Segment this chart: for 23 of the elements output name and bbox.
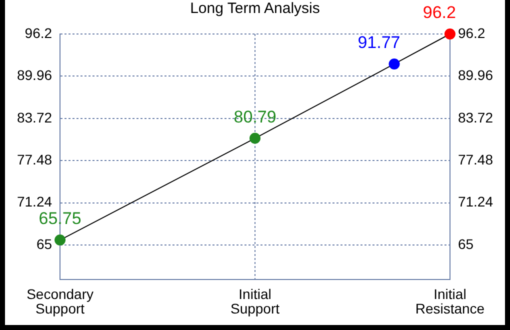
y-tick-label: 77.48 <box>16 152 52 168</box>
data-label: 80.79 <box>234 107 276 126</box>
x-tick-label: Initial Support <box>230 286 280 317</box>
y2-tick-label: 96.2 <box>458 24 486 41</box>
y-tick-label: 83.72 <box>16 109 52 126</box>
y2-tick-label: 77.48 <box>458 152 494 168</box>
y2-tick-label: 89.96 <box>458 67 494 84</box>
y-tick-label: 89.96 <box>16 67 52 84</box>
data-label: 91.77 <box>358 33 400 52</box>
y2-tick-label: 65 <box>458 236 474 252</box>
point <box>388 58 400 70</box>
y-tick-label: 65 <box>36 236 52 252</box>
chart-title: Long Term Analysis <box>190 0 320 17</box>
point <box>250 132 260 144</box>
point <box>444 28 456 40</box>
y-tick-label: 96.2 <box>24 24 52 41</box>
y-tick-label: 71.24 <box>16 194 52 210</box>
point <box>54 234 66 246</box>
x-tick-label: Initial Resistance <box>415 286 485 317</box>
y2-tick-label: 83.72 <box>458 109 494 126</box>
y2-tick-label: 71.24 <box>458 194 494 210</box>
data-label: 96.2 <box>422 3 456 22</box>
x-tick-label: Secondary Support <box>26 286 94 317</box>
